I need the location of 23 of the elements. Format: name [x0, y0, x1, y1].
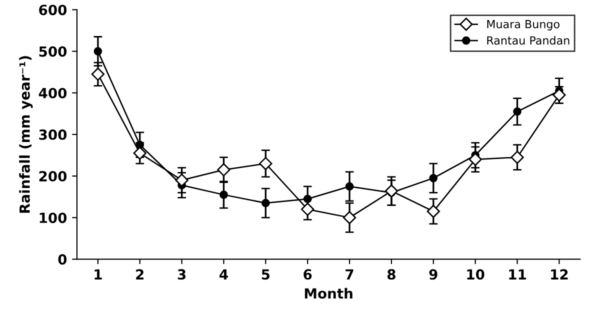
x-tick-label: 8 [387, 269, 396, 280]
y-tick-label: 500 [39, 46, 67, 57]
y-tick-label: 300 [39, 129, 67, 140]
x-tick-label: 9 [429, 269, 438, 280]
x-tick-label: 3 [178, 269, 186, 280]
x-tick-label: 2 [136, 269, 144, 280]
x-tick-label: 1 [94, 269, 102, 280]
x-axis-title: Month [304, 288, 352, 299]
x-tick-label: 11 [509, 269, 526, 280]
x-tick-label: 10 [467, 269, 484, 280]
x-tick-label: 12 [551, 269, 568, 280]
x-tick-label: 5 [262, 269, 270, 280]
y-tick-label: 600 [39, 4, 67, 16]
y-tick-label: 0 [58, 254, 67, 265]
x-tick-label: 7 [346, 269, 354, 280]
legend-label: Muara Bungo [487, 20, 560, 30]
y-tick-label: 100 [40, 212, 67, 224]
x-tick-label: 6 [304, 269, 312, 280]
legend-label: Rantau Pandan [487, 36, 570, 45]
y-axis-title: Rainfall (mm year⁻¹) [19, 56, 33, 213]
y-tick-label: 400 [38, 88, 67, 98]
y-tick-label: 200 [39, 171, 67, 182]
x-tick-label: 4 [220, 269, 228, 280]
